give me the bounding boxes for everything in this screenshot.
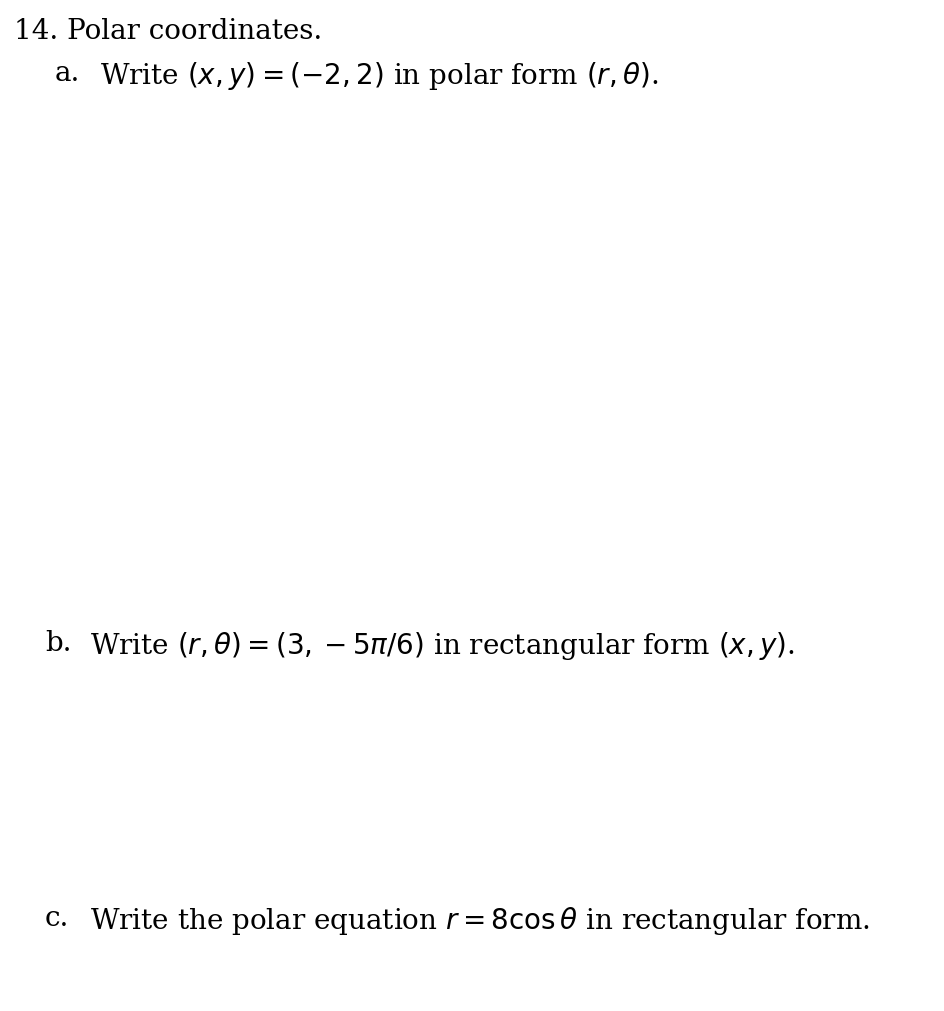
Text: Write the polar equation $r = 8\cos\theta$ in rectangular form.: Write the polar equation $r = 8\cos\thet… [90,904,868,936]
Text: c.: c. [45,904,69,931]
Text: Write $(r, \theta) = (3, -5\pi/6)$ in rectangular form $(x, y)$.: Write $(r, \theta) = (3, -5\pi/6)$ in re… [90,630,794,661]
Text: b.: b. [45,630,72,656]
Text: Write $(x, y) = (-2, 2)$ in polar form $(r, \theta)$.: Write $(x, y) = (-2, 2)$ in polar form $… [100,60,658,92]
Text: a.: a. [55,60,80,87]
Text: 14. Polar coordinates.: 14. Polar coordinates. [14,18,322,44]
